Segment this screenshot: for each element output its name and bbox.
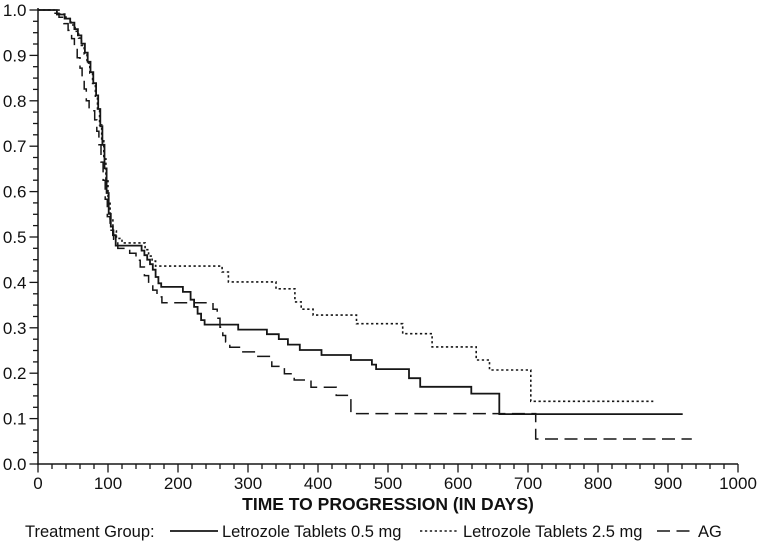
y-tick-label: 0.5 — [3, 228, 27, 247]
x-axis-title: TIME TO PROGRESSION (IN DAYS) — [242, 494, 534, 514]
x-tick-label: 800 — [584, 474, 612, 493]
legend-title: Treatment Group: — [25, 523, 155, 541]
y-tick-label: 0.1 — [3, 410, 27, 429]
y-tick-label: 0.6 — [3, 183, 27, 202]
y-tick-label: 0.9 — [3, 46, 27, 65]
x-tick-label: 500 — [374, 474, 402, 493]
x-tick-label: 0 — [33, 474, 42, 493]
x-tick-label: 300 — [234, 474, 262, 493]
curve-long-dash — [38, 9, 692, 440]
y-tick-label: 0.2 — [3, 364, 27, 383]
y-tick-label: 1.0 — [3, 1, 27, 20]
x-tick-label: 900 — [654, 474, 682, 493]
x-tick-label: 600 — [444, 474, 472, 493]
legend-label: Letrozole Tablets 2.5 mg — [463, 523, 642, 541]
x-tick-label: 400 — [304, 474, 332, 493]
y-tick-label: 0.3 — [3, 319, 27, 338]
curve-dotted — [38, 9, 654, 403]
x-tick-label: 200 — [164, 474, 192, 493]
legend-label: Letrozole Tablets 0.5 mg — [222, 523, 401, 541]
x-tick-label: 100 — [94, 474, 122, 493]
legend-label: AG — [698, 523, 722, 541]
y-tick-label: 0.4 — [3, 273, 27, 292]
x-tick-label: 1000 — [719, 474, 757, 493]
y-tick-label: 0.8 — [3, 92, 27, 111]
x-tick-label: 700 — [514, 474, 542, 493]
y-tick-label: 0.0 — [3, 455, 27, 474]
y-tick-label: 0.7 — [3, 137, 27, 156]
curve-solid — [38, 9, 683, 415]
